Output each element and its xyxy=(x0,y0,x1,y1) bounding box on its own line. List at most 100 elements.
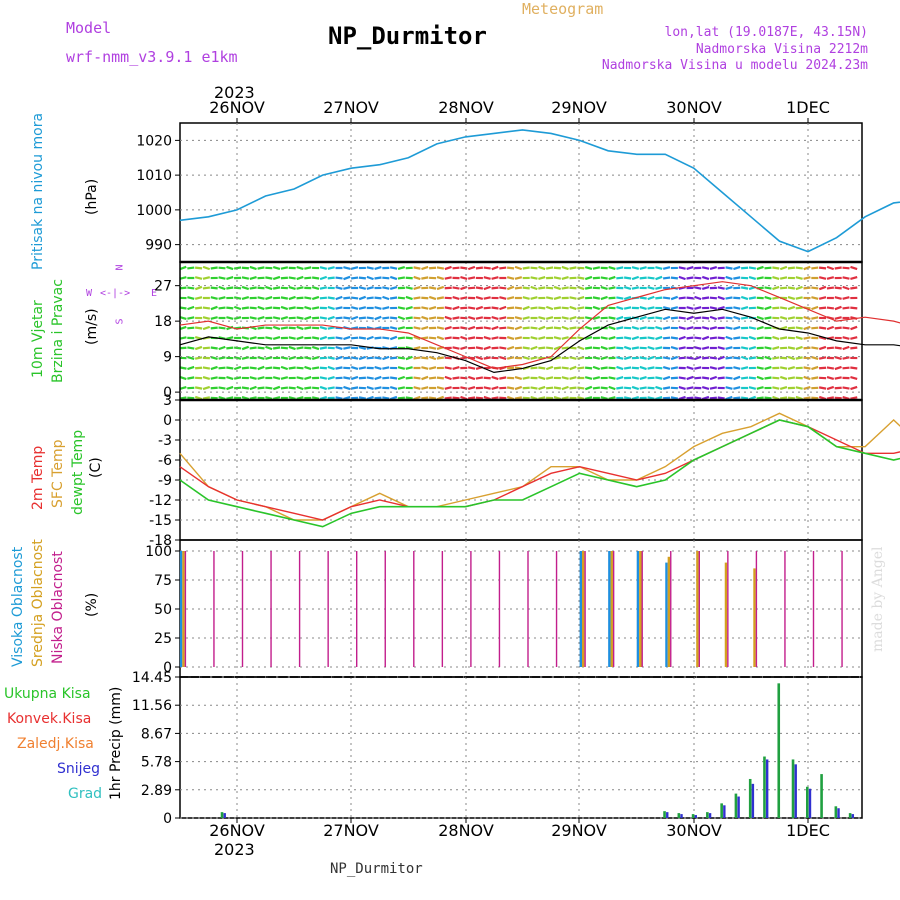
wind-arrow xyxy=(686,386,694,390)
wind-arrow xyxy=(506,345,515,351)
wind-arrow xyxy=(218,276,226,280)
wind-arrow xyxy=(444,306,452,310)
wind-arrow xyxy=(803,316,811,320)
wind-arrow xyxy=(358,366,367,370)
wind-arrow xyxy=(686,326,694,330)
wind-arrow xyxy=(296,346,304,350)
wind-arrow xyxy=(428,396,437,400)
wind-arrow xyxy=(670,336,679,340)
wind-arrow xyxy=(389,286,398,290)
wind-arrow xyxy=(319,396,328,400)
wind-arrow xyxy=(818,395,827,401)
wind-arrow xyxy=(366,286,374,290)
wind-arrow xyxy=(561,325,569,331)
wind-arrow xyxy=(608,316,616,320)
wind-arrow xyxy=(335,306,343,310)
wind-arrow xyxy=(701,275,710,281)
wind-arrow xyxy=(257,326,265,330)
wind-arrow xyxy=(382,376,390,380)
wind-arrow xyxy=(202,375,211,381)
wind-arrow xyxy=(694,295,702,301)
date-label-top: 28NOV xyxy=(438,98,494,117)
wind-arrow xyxy=(382,295,390,301)
wind-arrow xyxy=(467,386,476,390)
wind-arrow xyxy=(850,265,858,271)
precip-total-bar xyxy=(834,806,838,818)
cloud-low-bar xyxy=(555,551,558,667)
wind-arrow xyxy=(327,296,335,300)
wind-arrow xyxy=(296,385,304,391)
wind-arrow xyxy=(608,286,616,290)
wind-arrow xyxy=(389,275,398,281)
wind-arrow xyxy=(514,276,523,280)
y-tick-label: 1000 xyxy=(136,203,172,219)
wind-arrow xyxy=(779,325,788,331)
cloud-low-bar xyxy=(441,551,444,667)
wind-arrow xyxy=(623,295,632,301)
wind-arrow xyxy=(748,356,757,360)
wind-arrow xyxy=(358,276,366,280)
y-tick-label: 50 xyxy=(154,602,172,618)
wind-arrow xyxy=(850,366,858,370)
wind-arrow xyxy=(717,306,725,310)
y-tick-label: 0 xyxy=(163,385,172,401)
cloud-low-bar xyxy=(413,551,415,667)
wind-arrow xyxy=(811,305,819,311)
wind-arrow xyxy=(647,345,655,351)
wind-arrow xyxy=(374,336,382,340)
wind-arrow xyxy=(600,276,608,280)
y-tick-label: -6 xyxy=(158,453,172,469)
wind-arrow xyxy=(413,275,421,281)
wind-arrow xyxy=(491,316,499,320)
wind-arrow xyxy=(233,266,242,270)
wind-arrow xyxy=(522,356,530,360)
wind-arrow xyxy=(506,276,515,280)
wind-arrow xyxy=(397,326,406,330)
wind-arrow xyxy=(842,296,850,300)
wind-arrow xyxy=(218,296,226,300)
wind-arrow xyxy=(428,355,437,361)
date-label-bottom: 28NOV xyxy=(438,821,494,840)
wind-arrow xyxy=(740,346,749,350)
wind-arrow xyxy=(218,285,226,291)
y-tick-label: 990 xyxy=(145,238,172,254)
wind-arrow xyxy=(631,385,640,391)
wind-arrow xyxy=(717,366,725,370)
wind-arrow xyxy=(538,396,546,400)
wind-arrow xyxy=(592,326,601,330)
wind-arrow xyxy=(779,396,788,400)
wind-arrow xyxy=(475,355,484,361)
wind-arrow xyxy=(257,316,265,320)
wind-arrow xyxy=(748,326,757,330)
wind-arrow xyxy=(335,286,343,290)
wind-arrow xyxy=(358,346,367,350)
wind-arrow xyxy=(725,296,733,300)
wind-arrow xyxy=(413,285,421,291)
wind-arrow xyxy=(530,356,538,360)
wind-arrow xyxy=(834,346,842,350)
wind-arrow xyxy=(428,316,437,320)
cloud-low-bar xyxy=(356,551,358,667)
y-tick-label: 27 xyxy=(154,279,172,295)
wind-arrow xyxy=(772,266,780,270)
wind-arrow xyxy=(194,296,203,300)
wind-arrow xyxy=(202,396,211,400)
wind-arrow xyxy=(389,326,398,330)
y-tick-label: 1020 xyxy=(136,133,172,149)
wind-arrow xyxy=(702,356,710,360)
wind-arrow xyxy=(187,266,195,270)
cloud-low-bar xyxy=(670,551,672,667)
precip-total-bar xyxy=(691,814,695,818)
wind-arrow xyxy=(662,276,671,280)
wind-arrow xyxy=(740,286,749,290)
wind-arrow xyxy=(335,366,343,370)
wind-arrow xyxy=(764,355,772,361)
wind-arrow xyxy=(779,336,788,340)
wind-arrow xyxy=(358,286,367,290)
cloud-mid-bar xyxy=(639,551,642,667)
wind-arrow xyxy=(616,266,624,270)
wind-arrow xyxy=(265,396,273,400)
wind-arrow xyxy=(226,286,234,290)
precip-total-bar xyxy=(791,759,795,818)
wind-arrow xyxy=(483,395,491,401)
